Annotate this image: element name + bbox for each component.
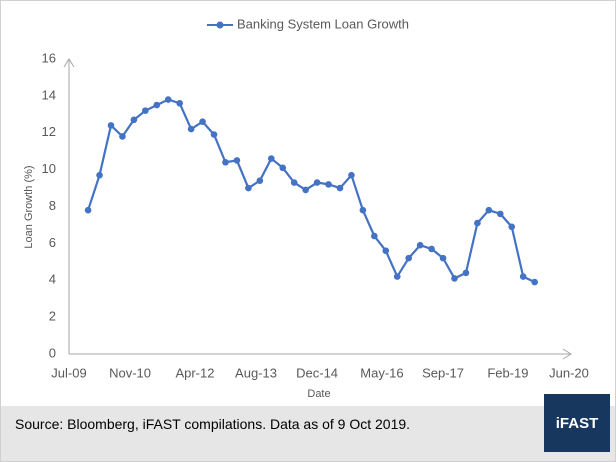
legend-marker bbox=[216, 21, 224, 29]
y-tick-label: 6 bbox=[49, 235, 56, 250]
point bbox=[84, 206, 92, 214]
point bbox=[222, 158, 229, 166]
point bbox=[107, 122, 115, 129]
x-tick-label: Sep-17 bbox=[422, 365, 464, 380]
point bbox=[256, 177, 264, 184]
y-tick-label: 10 bbox=[42, 161, 56, 176]
point bbox=[416, 241, 424, 249]
y-tick-label: 8 bbox=[49, 198, 56, 213]
y-tick-label: 14 bbox=[42, 87, 56, 102]
point bbox=[245, 184, 252, 192]
point bbox=[233, 157, 241, 164]
y-arrow bbox=[63, 58, 75, 68]
x-tick-label: Jul-09 bbox=[51, 365, 86, 380]
point bbox=[508, 223, 516, 231]
point bbox=[313, 179, 321, 186]
x-tick-label: May-16 bbox=[360, 365, 403, 380]
point bbox=[302, 186, 309, 194]
x-tick-label: Jun-20 bbox=[549, 365, 589, 380]
point bbox=[279, 164, 287, 172]
point bbox=[496, 210, 504, 218]
x-axis-label: Date bbox=[307, 388, 330, 400]
point bbox=[439, 254, 447, 262]
point bbox=[210, 131, 218, 138]
y-tick-label: 2 bbox=[49, 309, 56, 324]
point bbox=[290, 179, 298, 186]
x-arrow bbox=[562, 348, 572, 360]
point bbox=[405, 254, 412, 262]
x-tick-label: Nov-10 bbox=[109, 365, 151, 380]
point bbox=[336, 184, 344, 192]
legend-label: Banking System Loan Growth bbox=[237, 16, 409, 31]
y-tick-label: 16 bbox=[42, 50, 56, 65]
point bbox=[485, 206, 493, 214]
point bbox=[187, 125, 195, 133]
point bbox=[348, 171, 355, 179]
x-tick-label: Dec-14 bbox=[296, 365, 338, 380]
point bbox=[267, 155, 275, 162]
point bbox=[153, 101, 161, 109]
y-tick-label: 0 bbox=[49, 345, 56, 360]
point bbox=[142, 107, 149, 114]
point bbox=[462, 269, 470, 277]
x-tick-label: Apr-12 bbox=[175, 365, 214, 380]
point bbox=[371, 232, 378, 240]
point bbox=[176, 99, 183, 107]
footer: Source: Bloomberg, iFAST compilations. D… bbox=[1, 394, 615, 461]
y-axis-label: Loan Growth (%) bbox=[23, 165, 35, 248]
chart: Banking System Loan Growth Date Loan Gro… bbox=[23, 16, 589, 400]
source-note: Source: Bloomberg, iFAST compilations. D… bbox=[15, 416, 411, 432]
y-tick-label: 12 bbox=[42, 124, 56, 139]
point bbox=[359, 206, 367, 214]
point bbox=[96, 171, 103, 179]
point bbox=[474, 219, 481, 227]
point bbox=[130, 116, 138, 124]
logo: iFAST bbox=[544, 394, 610, 452]
point bbox=[428, 245, 435, 253]
y-tick-label: 4 bbox=[49, 272, 56, 287]
x-tick-label: Aug-13 bbox=[235, 365, 277, 380]
point bbox=[451, 275, 458, 282]
point bbox=[393, 273, 401, 280]
point bbox=[119, 133, 126, 140]
series-line bbox=[87, 98, 536, 284]
point bbox=[519, 273, 527, 280]
x-tick-label: Feb-19 bbox=[487, 365, 528, 380]
point bbox=[531, 278, 538, 286]
point bbox=[325, 181, 332, 188]
point bbox=[382, 247, 390, 255]
point bbox=[199, 118, 206, 125]
point bbox=[164, 96, 172, 103]
